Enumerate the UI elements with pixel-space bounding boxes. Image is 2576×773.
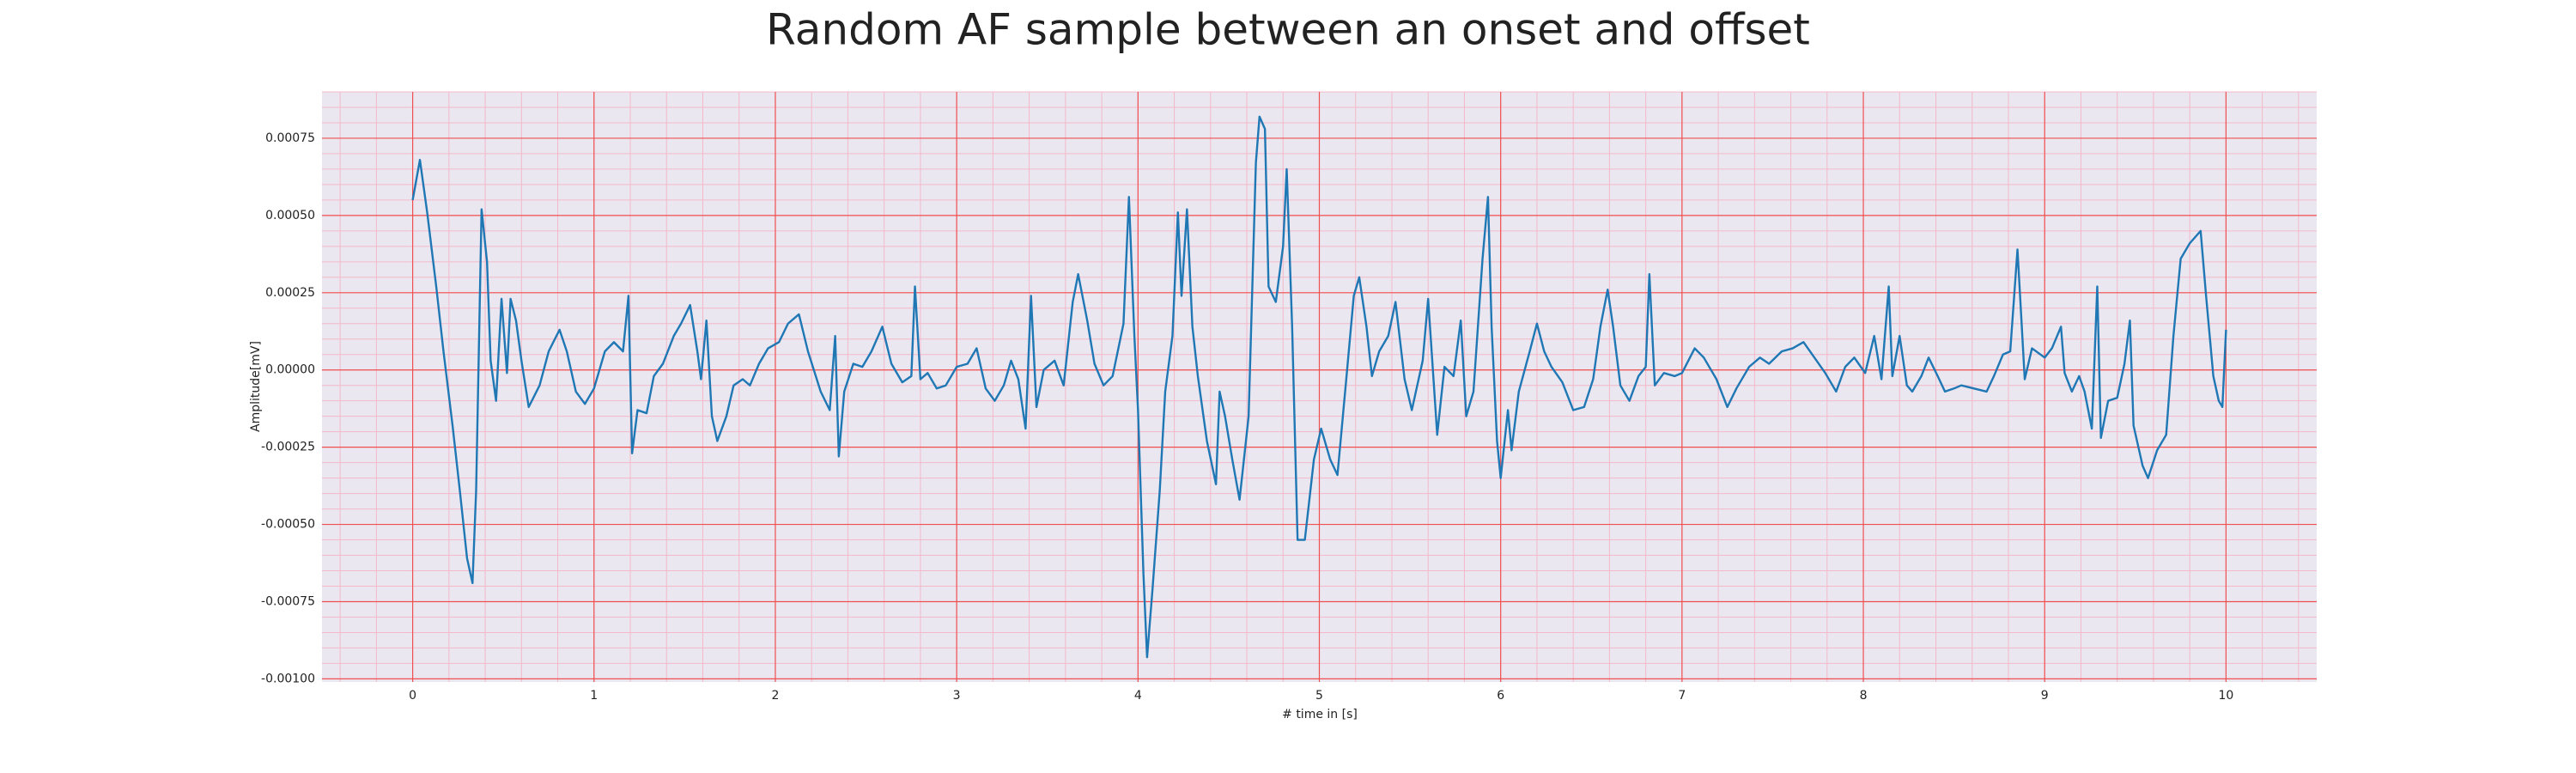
- x-axis-label: # time in [s]: [1282, 708, 1358, 721]
- x-tick-label: 4: [1134, 689, 1142, 703]
- y-tick-label: 0.00000: [265, 363, 315, 377]
- y-tick-label: 0.00050: [265, 209, 315, 222]
- y-tick-label: 0.00025: [265, 286, 315, 300]
- y-tick-label: -0.00075: [261, 594, 315, 608]
- x-tick-label: 5: [1315, 689, 1323, 703]
- chart-title: Random AF sample between an onset and of…: [766, 5, 1810, 55]
- x-tick-label: 0: [409, 689, 416, 703]
- x-tick-label: 10: [2218, 689, 2233, 703]
- x-tick-label: 1: [590, 689, 598, 703]
- x-tick-label: 8: [1860, 689, 1868, 703]
- signal-line: [411, 115, 2227, 659]
- x-tick-label: 6: [1497, 689, 1504, 703]
- x-tick-label: 9: [2041, 689, 2049, 703]
- y-tick-label: 0.00075: [265, 131, 315, 145]
- y-axis-label: Amplitude[mV]: [249, 341, 263, 432]
- x-tick-label: 7: [1678, 689, 1686, 703]
- y-tick-label: -0.00100: [261, 672, 315, 685]
- x-tick-label: 2: [771, 689, 779, 703]
- x-tick-label: 3: [953, 689, 961, 703]
- y-tick-label: -0.00025: [261, 441, 315, 454]
- y-tick-label: -0.00050: [261, 518, 315, 532]
